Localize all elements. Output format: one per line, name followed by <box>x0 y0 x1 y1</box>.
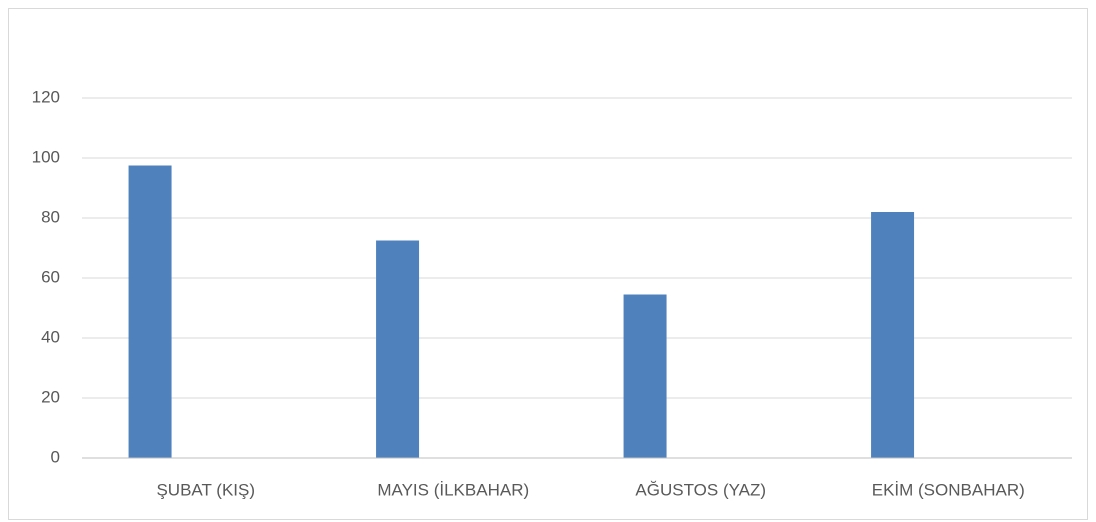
x-tick-label: EKİM (SONBAHAR) <box>872 480 1025 499</box>
y-tick-label: 100 <box>32 147 60 166</box>
y-tick-label: 0 <box>51 447 60 466</box>
y-tick-label: 120 <box>32 87 60 106</box>
bar <box>623 294 667 458</box>
y-tick-label: 40 <box>41 327 60 346</box>
x-tick-label: ŞUBAT (KIŞ) <box>156 480 255 499</box>
x-tick-label: MAYIS (İLKBAHAR) <box>377 480 529 499</box>
y-tick-label: 20 <box>41 387 60 406</box>
bar <box>871 212 915 458</box>
x-tick-label: AĞUSTOS (YAZ) <box>635 480 766 499</box>
y-tick-label: 80 <box>41 207 60 226</box>
bar <box>128 165 172 458</box>
y-tick-label: 60 <box>41 267 60 286</box>
bar <box>376 240 420 458</box>
